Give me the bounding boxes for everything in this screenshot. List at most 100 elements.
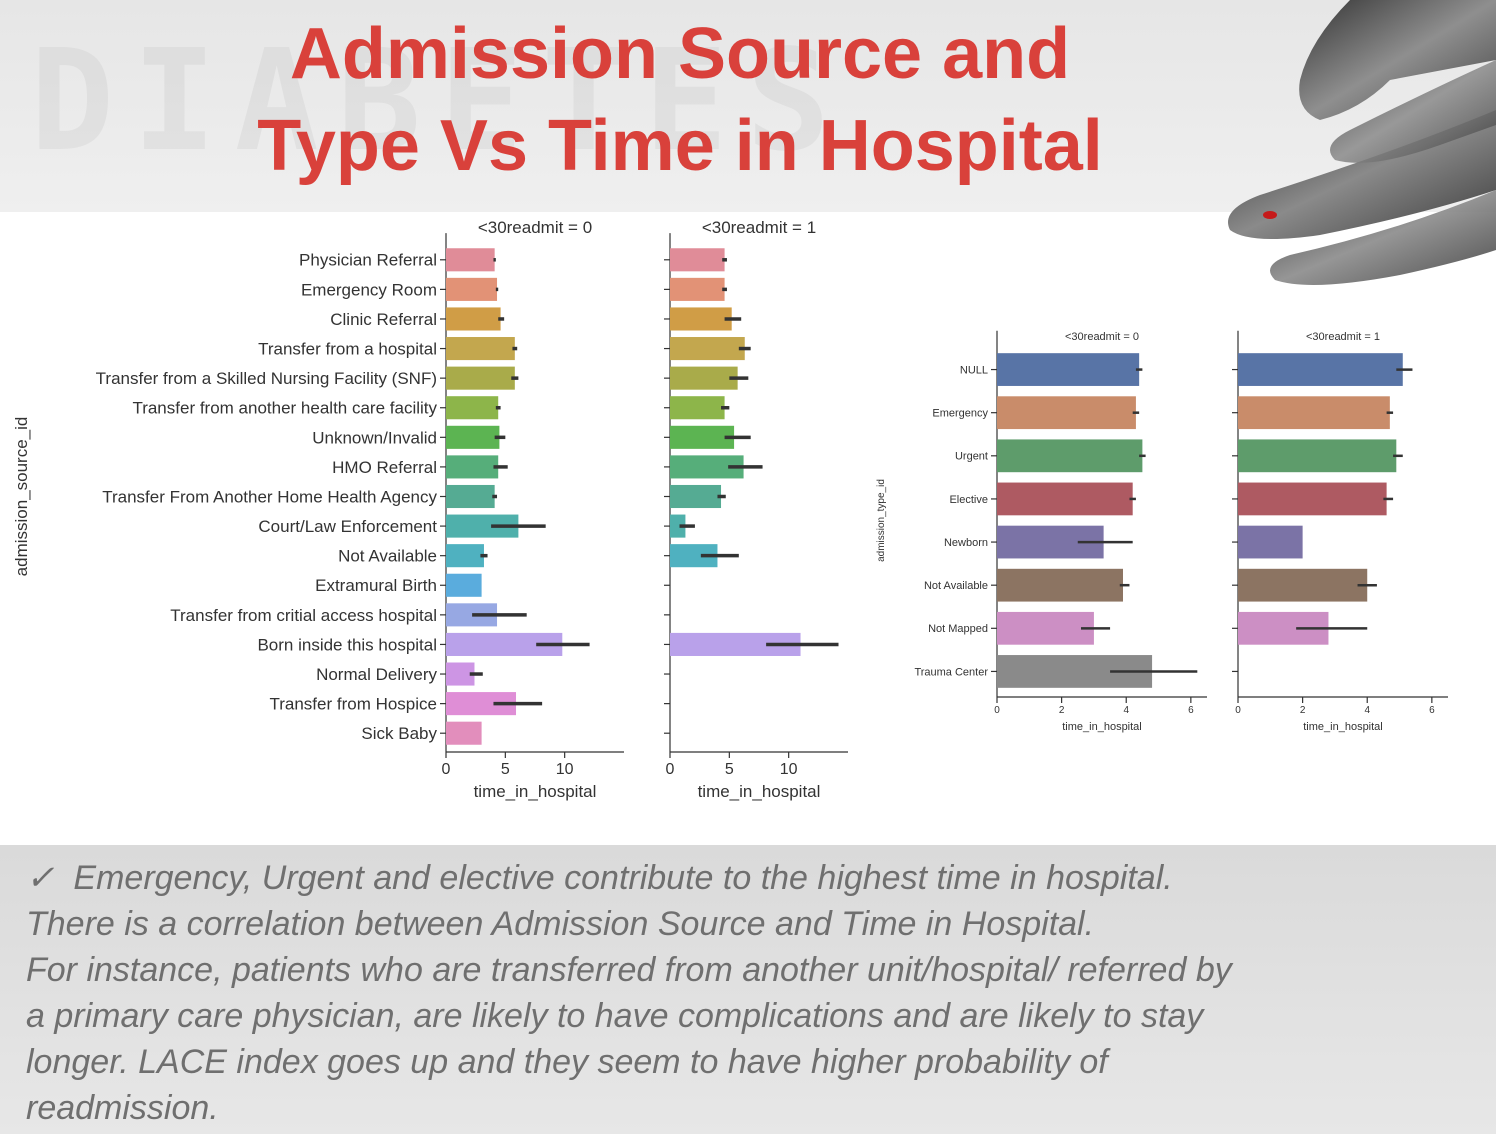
bar-not-available xyxy=(1238,568,1368,602)
watermark-text: DIABETES xyxy=(30,20,848,183)
x-tick-label: 2 xyxy=(1059,705,1065,716)
note-line-4: a primary care physician, are likely to … xyxy=(26,997,1204,1035)
charts-area: admission_source_id <30readmit = 0 0 5 10 tim… xyxy=(12,218,1448,801)
x-tick-label: 6 xyxy=(1188,705,1194,716)
bar-transfer-from-another-health-care-facility xyxy=(446,396,499,420)
hand-finger-prick-image xyxy=(1228,0,1496,285)
bar-not-mapped xyxy=(997,611,1094,645)
category-label: Newborn xyxy=(944,537,988,549)
x-tick-label: 5 xyxy=(501,761,510,778)
x-tick-label: 5 xyxy=(725,761,734,778)
bar-transfer-from-a-hospital xyxy=(446,337,515,361)
category-label: Emergency xyxy=(932,408,988,420)
panel-title: <30readmit = 0 xyxy=(478,218,592,237)
note-line-5: longer. LACE index goes up and they seem… xyxy=(26,1043,1108,1081)
title-line-2: Type Vs Time in Hospital xyxy=(257,106,1103,186)
x-tick-label: 0 xyxy=(666,761,675,778)
category-label: Extramural Birth xyxy=(315,576,437,595)
x-axis-label: time_in_hospital xyxy=(1062,721,1142,733)
bar-emergency xyxy=(997,396,1136,430)
category-label: Sick Baby xyxy=(361,724,437,743)
bar-newborn xyxy=(1238,525,1303,559)
panel-1: <30readmit = 1 0 2 4 6 time_in_hospital xyxy=(1232,330,1448,733)
bar-elective xyxy=(1238,482,1387,516)
bar-court-law-enforcement xyxy=(670,514,686,538)
admission-type-chart: admission_type_id <30readmit = 0 0 2 4 6 time_… xyxy=(876,330,1448,733)
category-label: Unknown/Invalid xyxy=(312,428,437,447)
x-tick-label: 0 xyxy=(1235,705,1241,716)
x-tick-label: 4 xyxy=(1123,705,1129,716)
bar-transfer-from-a-hospital xyxy=(670,337,745,361)
category-label: Emergency Room xyxy=(301,280,437,299)
conclusion-text: ✓ Emergency, Urgent and elective contrib… xyxy=(26,855,1466,1131)
bar-emergency xyxy=(1238,396,1390,430)
category-label: Physician Referral xyxy=(299,251,437,270)
bar-hmo-referral xyxy=(446,455,499,479)
panel-0: <30readmit = 0 0 2 4 6 time_in_hospital NULL Em… xyxy=(914,330,1207,733)
x-tick-label: 0 xyxy=(442,761,451,778)
bar-transfer-from-a-skilled-nursing-facility-snf xyxy=(446,366,515,390)
x-tick-label: 6 xyxy=(1429,705,1435,716)
category-label: Transfer from another health care facili… xyxy=(132,399,437,418)
category-label: Trauma Center xyxy=(914,666,988,678)
bar-transfer-from-critial-access-hospital xyxy=(446,603,498,627)
bar-born-inside-this-hospital xyxy=(670,632,801,656)
x-tick-label: 10 xyxy=(556,761,574,778)
category-label: Not Available xyxy=(924,580,988,592)
bar-null xyxy=(997,353,1140,386)
category-label: Normal Delivery xyxy=(316,665,437,684)
bar-not-available xyxy=(997,568,1123,602)
x-axis-label: time_in_hospital xyxy=(474,782,597,801)
x-tick-label: 2 xyxy=(1300,705,1306,716)
bar-hmo-referral xyxy=(670,455,744,479)
bar-transfer-from-a-skilled-nursing-facility-snf xyxy=(670,366,738,390)
bar-transfer-from-another-home-health-agency xyxy=(446,484,495,509)
x-tick-label: 10 xyxy=(780,761,798,778)
bar-clinic-referral xyxy=(670,307,732,331)
slide-title: Admission Source and Type Vs Time in Hos… xyxy=(0,8,1360,192)
note-line-6: readmission. xyxy=(26,1089,219,1127)
x-axis-label: time_in_hospital xyxy=(698,782,821,801)
category-label: Transfer from a hospital xyxy=(258,340,437,359)
panel-0: <30readmit = 0 0 5 10 time_in_hospital Physic… xyxy=(96,218,624,801)
bar-emergency-room xyxy=(670,277,725,301)
x-tick-label: 4 xyxy=(1364,705,1370,716)
panel-title: <30readmit = 0 xyxy=(1065,331,1139,343)
blood-drop-icon xyxy=(1263,211,1277,219)
note-line-1: ✓ Emergency, Urgent and elective contrib… xyxy=(26,855,1466,901)
y-axis-label: admission_source_id xyxy=(12,417,31,577)
note-line-1-text: Emergency, Urgent and elective contribut… xyxy=(73,859,1173,897)
admission-source-chart: admission_source_id <30readmit = 0 0 5 10 tim… xyxy=(12,218,848,801)
bar-urgent xyxy=(1238,439,1397,473)
title-line-1: Admission Source and xyxy=(289,14,1071,94)
bar-unknown-invalid xyxy=(446,425,500,449)
panel-title: <30readmit = 1 xyxy=(1306,331,1380,343)
bar-not-available xyxy=(670,544,718,568)
top-background xyxy=(0,0,1496,212)
category-label: Elective xyxy=(949,494,988,506)
category-label: Clinic Referral xyxy=(330,310,437,329)
bar-court-law-enforcement xyxy=(446,514,519,538)
category-label: Transfer from a Skilled Nursing Facility… xyxy=(96,369,437,388)
category-label: Urgent xyxy=(955,451,988,463)
bottom-background xyxy=(0,845,1496,1134)
x-tick-label: 0 xyxy=(994,705,1000,716)
bar-born-inside-this-hospital xyxy=(446,632,563,656)
bar-null xyxy=(1238,353,1403,386)
panel-1: <30readmit = 1 0 5 10 time_in_hospital xyxy=(664,218,848,801)
category-label: NULL xyxy=(960,364,988,376)
note-line-3: For instance, patients who are transferr… xyxy=(26,951,1232,989)
bar-sick-baby xyxy=(446,721,482,745)
check-icon: ✓ xyxy=(26,859,55,897)
bar-normal-delivery xyxy=(446,662,475,686)
bar-physician-referral xyxy=(670,248,725,272)
note-line-2: There is a correlation between Admission… xyxy=(26,905,1095,943)
category-label: Transfer from Hospice xyxy=(269,695,437,714)
category-label: Transfer From Another Home Health Agency xyxy=(102,487,437,506)
bar-clinic-referral xyxy=(446,307,501,331)
bar-unknown-invalid xyxy=(670,425,735,449)
panel-title: <30readmit = 1 xyxy=(702,218,816,237)
category-label: Not Available xyxy=(338,547,437,566)
category-label: Transfer from critial access hospital xyxy=(170,606,437,625)
category-label: Born inside this hospital xyxy=(257,635,437,654)
